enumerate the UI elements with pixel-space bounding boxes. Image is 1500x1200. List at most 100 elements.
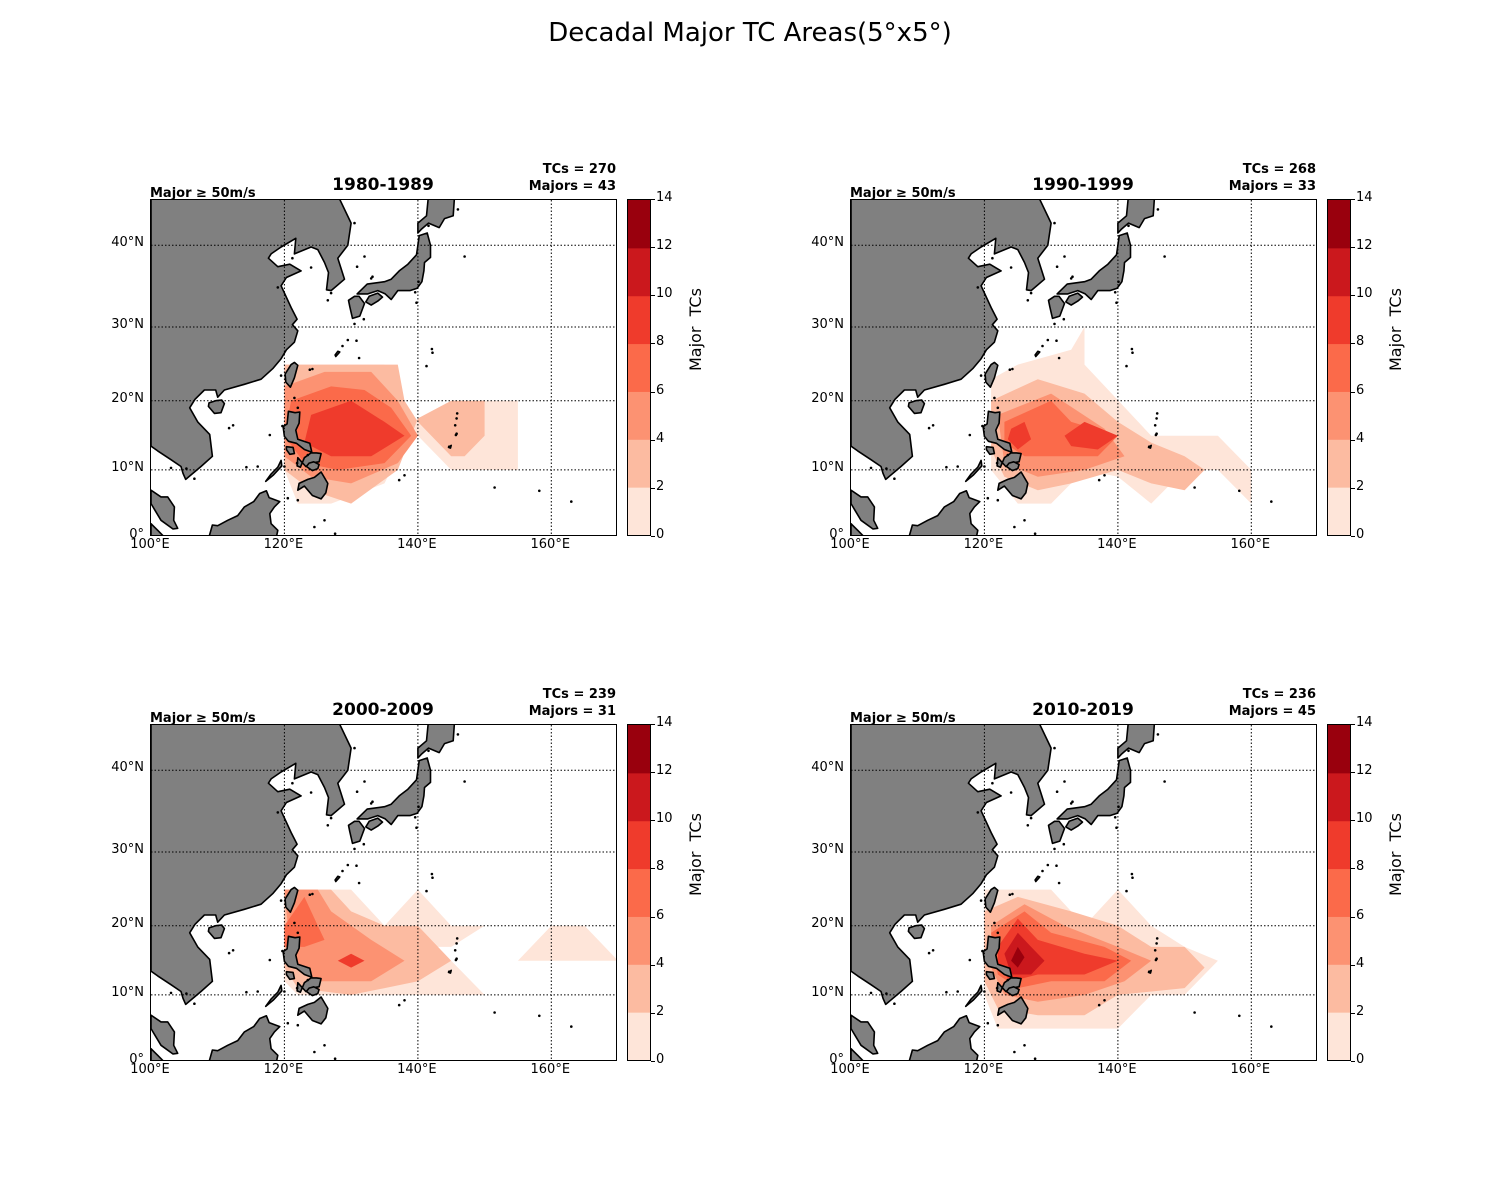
island	[1041, 344, 1044, 348]
island	[1155, 412, 1159, 415]
island	[1041, 869, 1044, 873]
island	[993, 396, 996, 400]
threshold-note: Major ≥ 50m/s	[850, 711, 956, 726]
island	[493, 486, 496, 489]
island	[1053, 746, 1056, 750]
colorbar-tick-label: 0	[1356, 1052, 1365, 1067]
island	[313, 1050, 316, 1054]
colorbar-svg	[1328, 725, 1350, 1060]
island	[456, 208, 460, 211]
colorbar-tick-mark	[651, 247, 655, 249]
island	[1193, 486, 1196, 489]
colorbar-label: Major TCs	[1386, 288, 1405, 371]
island	[256, 465, 259, 468]
landmass	[264, 459, 283, 483]
island	[1238, 489, 1241, 493]
landmass	[1056, 232, 1132, 301]
colorbar-tick-mark	[1351, 391, 1355, 393]
island	[1057, 881, 1061, 885]
island	[295, 986, 299, 990]
island	[455, 942, 458, 945]
landmass	[151, 1014, 179, 1055]
landmass	[151, 489, 179, 530]
island	[1053, 221, 1056, 225]
island	[1053, 847, 1056, 851]
island	[1130, 872, 1134, 876]
island	[306, 978, 310, 982]
landmass	[964, 984, 983, 1008]
island	[306, 453, 310, 457]
colorbar-label: Major TCs	[1386, 813, 1405, 896]
colorbar-tick-label: 2	[1356, 478, 1365, 494]
landmass	[984, 886, 999, 913]
island	[333, 1057, 337, 1060]
island	[296, 1023, 300, 1027]
contour-level-8	[304, 400, 405, 457]
island	[286, 496, 290, 500]
island	[885, 992, 888, 995]
colorbar-tick-mark	[1351, 343, 1355, 345]
island	[1163, 780, 1166, 783]
major-count: Majors = 33	[1228, 179, 1316, 194]
colorbar-swatch	[1328, 820, 1350, 870]
landmass	[207, 399, 226, 415]
map-svg	[851, 725, 1316, 1060]
island	[323, 519, 326, 522]
colorbar-tick-label: 12	[656, 238, 673, 254]
island	[413, 291, 417, 294]
colorbar-tick-mark	[1351, 247, 1355, 249]
island	[538, 489, 541, 493]
colorbar-swatch	[628, 247, 650, 297]
island	[357, 356, 361, 360]
lon-tick-label: 160°E	[1230, 537, 1271, 552]
island	[371, 275, 374, 278]
lon-tick-label: 120°E	[263, 537, 304, 552]
island	[1125, 889, 1128, 893]
island	[397, 478, 401, 482]
colorbar-tick-mark	[651, 1061, 655, 1062]
island	[1009, 266, 1013, 269]
island	[276, 286, 280, 289]
colorbar-swatch	[1328, 916, 1350, 965]
colorbar-swatch	[1328, 439, 1350, 488]
island	[169, 466, 173, 470]
island	[357, 881, 361, 885]
landmass	[334, 350, 341, 358]
island	[893, 477, 896, 481]
colorbar	[1327, 199, 1351, 536]
island	[996, 406, 1000, 410]
island	[326, 824, 330, 827]
island	[329, 291, 333, 295]
colorbar-swatch	[628, 725, 650, 774]
island	[991, 781, 994, 785]
island	[456, 733, 460, 736]
island	[1238, 1014, 1241, 1018]
colorbar-swatch	[628, 295, 650, 345]
colorbar-tick-mark	[651, 820, 655, 822]
colorbar-label: Major TCs	[686, 813, 705, 896]
colorbar-swatch	[1328, 487, 1350, 535]
landmass	[208, 489, 281, 535]
island	[447, 970, 451, 973]
island	[968, 433, 972, 437]
lon-tick-label: 140°E	[397, 537, 437, 552]
lon-tick-label: 100°E	[130, 537, 170, 552]
gridlines	[151, 200, 616, 535]
colorbar-tick-label: 6	[656, 382, 665, 398]
landmass	[1034, 875, 1041, 883]
colorbar-tick-mark	[1351, 820, 1355, 822]
island	[993, 921, 996, 925]
colorbar	[627, 724, 651, 1061]
island	[996, 1023, 1000, 1027]
colorbar-swatch	[628, 916, 650, 965]
colorbar-tick-mark	[651, 487, 655, 489]
lat-tick-label: 30°N	[811, 316, 844, 332]
landmass	[208, 1014, 281, 1060]
island	[341, 344, 344, 348]
major-count: Majors = 43	[528, 179, 616, 194]
island	[371, 800, 374, 803]
island	[1163, 255, 1166, 258]
island	[346, 338, 350, 342]
land-layer	[151, 200, 573, 535]
island	[355, 864, 358, 867]
